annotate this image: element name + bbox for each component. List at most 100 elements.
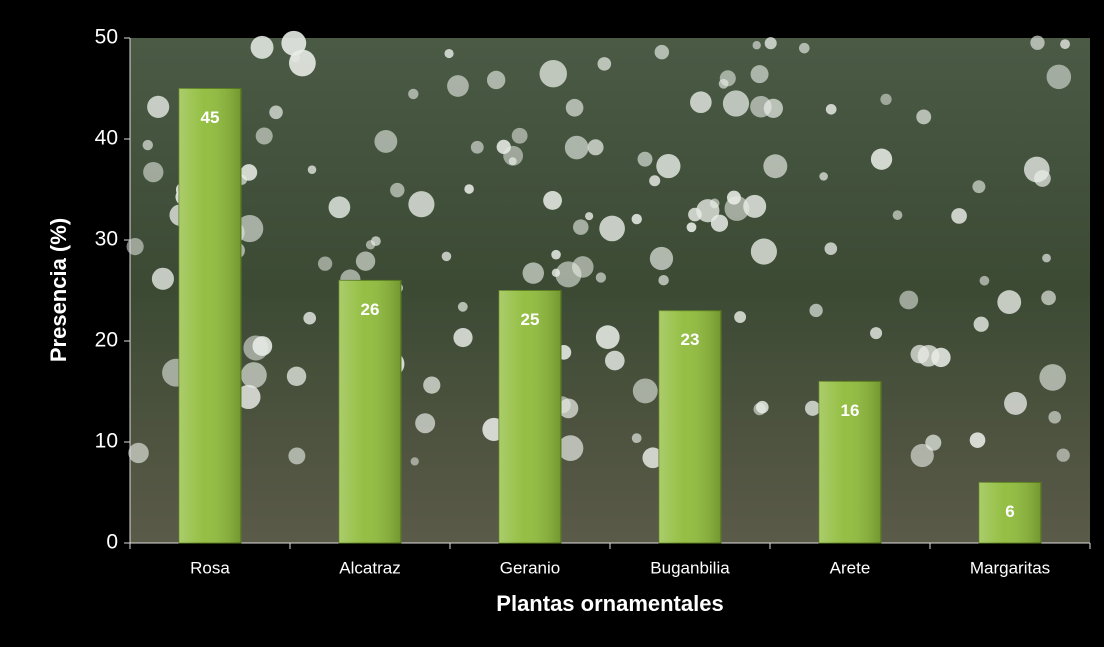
flower [642,447,664,469]
flower [303,311,317,325]
flower [408,88,419,100]
flower [763,154,788,179]
flower [423,376,441,394]
flower [543,191,562,210]
flower [805,400,821,416]
x-tick-label: Rosa [190,558,230,577]
flower [1060,39,1071,50]
flower [286,366,307,387]
flower [997,290,1022,314]
x-tick-label: Arete [830,558,871,577]
y-tick-label: 20 [95,329,118,352]
flower [880,93,892,106]
flower [597,57,612,71]
flower [453,327,473,348]
flower [317,256,333,271]
flower [415,413,436,434]
flower [595,272,607,283]
flower [441,251,452,262]
flower [1046,64,1072,90]
flower [734,311,747,323]
flower [457,301,468,312]
flower [587,139,604,156]
bar-shine [819,381,881,543]
flower [151,267,174,290]
flower [925,434,942,451]
flower [972,180,986,194]
x-tick-label: Geranio [500,558,560,577]
flower [551,268,561,277]
flower [307,165,317,174]
flower [250,35,274,59]
flower [686,222,697,233]
value-label: 23 [681,330,700,349]
flower [649,175,661,187]
value-label: 26 [361,300,380,319]
flower [824,242,838,255]
flower [143,161,164,183]
flower [870,327,883,340]
flower [557,435,584,462]
flower [722,90,750,117]
flower [979,275,990,286]
bar-shine [659,310,721,543]
flower [240,362,267,389]
flower [252,336,273,356]
y-tick-label: 10 [95,430,118,453]
value-label: 25 [521,310,540,329]
flower [522,262,544,284]
flower [870,148,893,170]
flower [973,316,989,332]
flower [951,208,967,224]
x-tick-label: Alcatraz [339,558,400,577]
flower [750,65,769,84]
flower [551,249,561,260]
flower [444,48,454,59]
y-tick-label: 40 [95,127,118,150]
flower [690,91,712,114]
flower [328,196,351,219]
flower [819,172,828,181]
flower [565,98,584,117]
flower [470,140,484,154]
flower [753,402,766,416]
flower [408,191,435,218]
flower [1039,364,1066,391]
flower [825,103,837,115]
bar-shine [979,482,1041,543]
flower [355,251,376,271]
flower [631,433,642,444]
flower [236,384,261,410]
flower [128,442,149,464]
flower [799,42,810,54]
flower [916,109,932,125]
flower [1004,391,1027,415]
flower [724,196,750,221]
flower [1030,35,1045,50]
y-axis-title: Presencia (%) [46,218,71,362]
flower [572,256,594,278]
flower [269,105,283,120]
y-tick-label: 50 [95,26,118,49]
flower [511,127,528,144]
flower [486,70,506,90]
x-tick-label: Margaritas [970,558,1050,577]
flower [374,129,398,153]
flower [604,350,625,371]
flower [1048,410,1062,424]
flower [410,457,419,466]
flower [572,219,589,235]
flower [709,198,720,209]
flower [564,135,589,160]
flower [599,215,625,242]
x-tick-label: Buganbilia [650,558,730,577]
flower [743,194,767,218]
flower [1023,156,1050,183]
flower [503,145,524,166]
flower [752,41,761,50]
flower [255,127,273,145]
flower [365,240,376,250]
flower [281,30,307,56]
flower [969,432,986,448]
